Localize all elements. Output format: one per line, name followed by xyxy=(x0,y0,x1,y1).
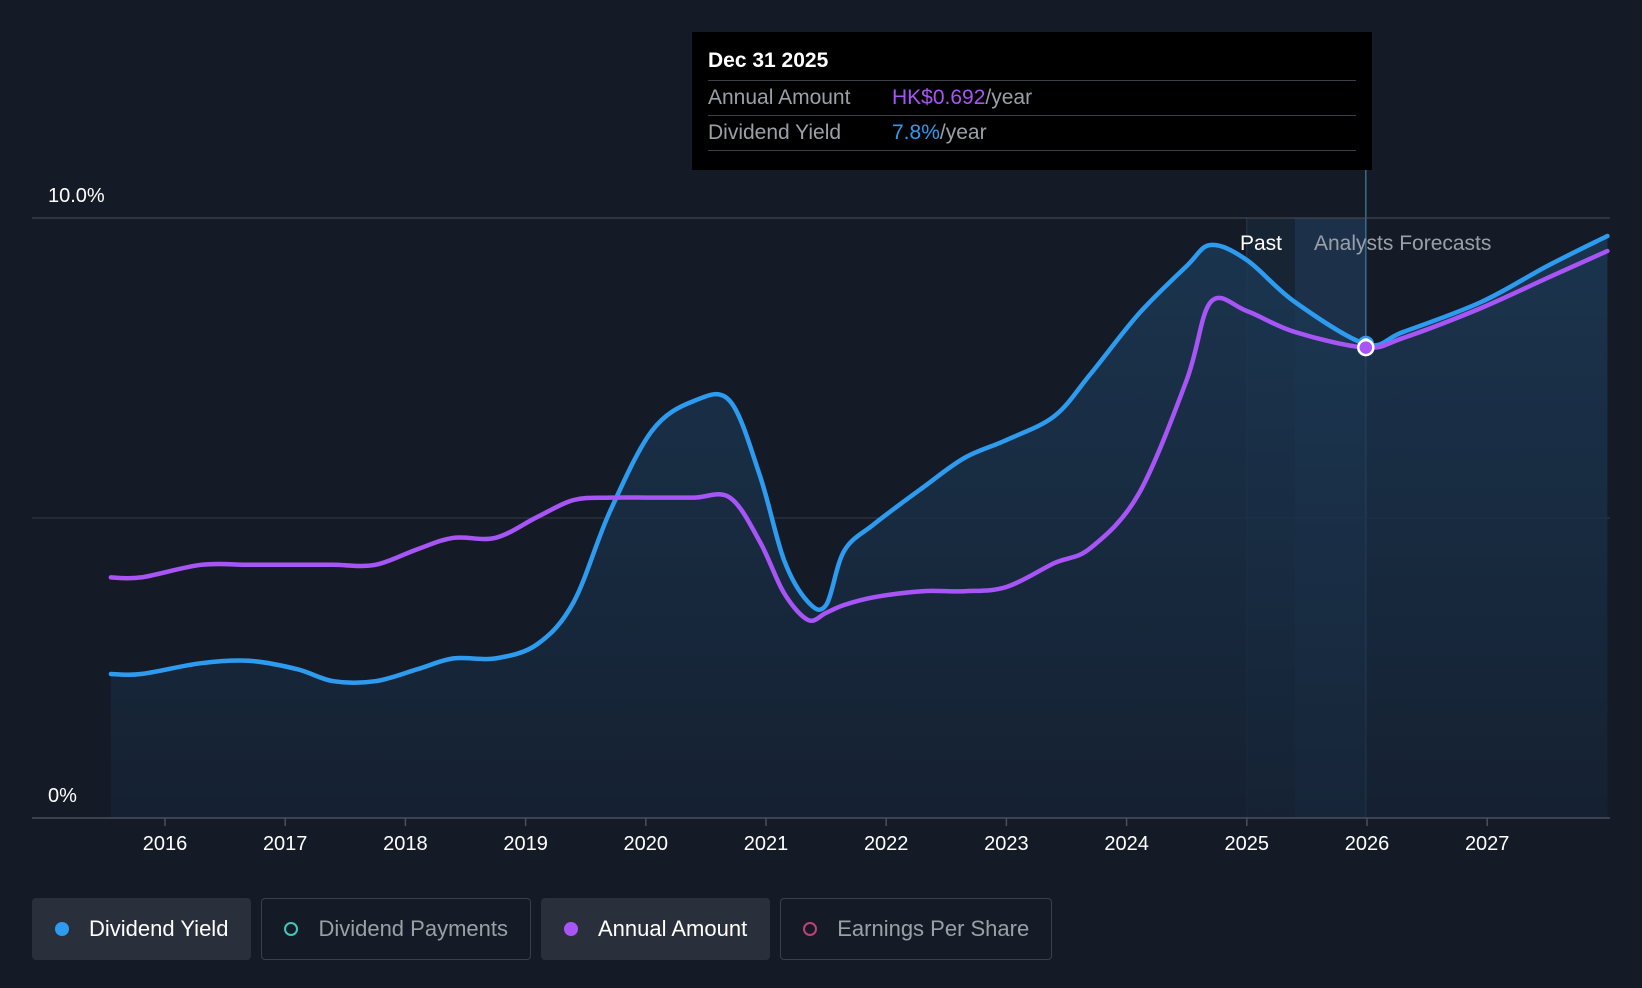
legend-label: Annual Amount xyxy=(597,916,748,941)
legend-item-dividend-payments[interactable]: Dividend Payments xyxy=(261,898,531,960)
legend-label: Earnings Per Share xyxy=(837,916,1030,941)
amount-highlight-point xyxy=(1357,338,1375,357)
yield-area-layer xyxy=(110,236,1608,818)
legend-item-earnings-per-share[interactable]: Earnings Per Share xyxy=(780,898,1053,960)
highlight-markers xyxy=(1357,335,1375,357)
x-axis: 2016 2017 2018 2019 2020 2021 2022 2023 2024 2025… xyxy=(32,817,1610,855)
tooltip-label: Annual Amount xyxy=(708,86,851,109)
legend-item-annual-amount[interactable]: Annual Amount xyxy=(540,898,771,960)
dot-icon xyxy=(563,922,578,936)
tooltip-date: Dec 31 2025 xyxy=(708,46,1356,81)
x-tick-label: 2017 xyxy=(263,833,308,855)
x-tick-label: 2024 xyxy=(1104,833,1149,855)
tooltip-row-annual-amount: Annual Amount HK$0.692/year xyxy=(708,81,1356,116)
ring-icon xyxy=(803,922,818,936)
tooltip-value: HK$0.692 xyxy=(892,86,986,109)
dot-icon xyxy=(55,922,69,936)
series-lines xyxy=(108,233,1610,685)
x-tick-label: 2023 xyxy=(984,833,1029,855)
x-tick-label: 2027 xyxy=(1465,833,1510,855)
legend-label: Dividend Yield xyxy=(89,916,229,941)
tooltip-unit: /year xyxy=(985,86,1033,109)
y-tick-label-top: 10.0% xyxy=(48,185,105,207)
x-tick-label: 2019 xyxy=(503,833,548,855)
y-tick-label-bottom: 0% xyxy=(48,785,77,807)
tooltip-value: 7.8% xyxy=(892,121,940,144)
x-tick-label: 2016 xyxy=(143,833,188,855)
chart-tooltip: Dec 31 2025 Annual Amount HK$0.692/year … xyxy=(692,32,1372,170)
x-tick-label: 2025 xyxy=(1225,833,1270,855)
tooltip-label: Dividend Yield xyxy=(708,121,842,144)
ring-icon xyxy=(284,922,299,936)
past-region-label: Past xyxy=(1240,232,1282,255)
x-tick-label: 2020 xyxy=(624,833,669,855)
legend: Dividend Yield Dividend Payments Annual … xyxy=(32,898,1053,960)
x-tick-label: 2026 xyxy=(1345,833,1390,855)
legend-item-dividend-yield[interactable]: Dividend Yield xyxy=(32,898,252,960)
series-line-annual-amount xyxy=(108,248,1610,623)
tooltip-row-dividend-yield: Dividend Yield 7.8%/year xyxy=(708,116,1356,151)
x-tick-label: 2018 xyxy=(383,833,428,855)
tooltip-unit: /year xyxy=(939,121,987,144)
dividend-yield-area xyxy=(110,236,1608,818)
legend-label: Dividend Payments xyxy=(318,916,508,941)
x-tick-label: 2021 xyxy=(744,833,789,855)
forecast-region-label: Analysts Forecasts xyxy=(1314,232,1491,255)
x-tick-label: 2022 xyxy=(864,833,909,855)
series-line-dividend-yield xyxy=(108,233,1610,685)
